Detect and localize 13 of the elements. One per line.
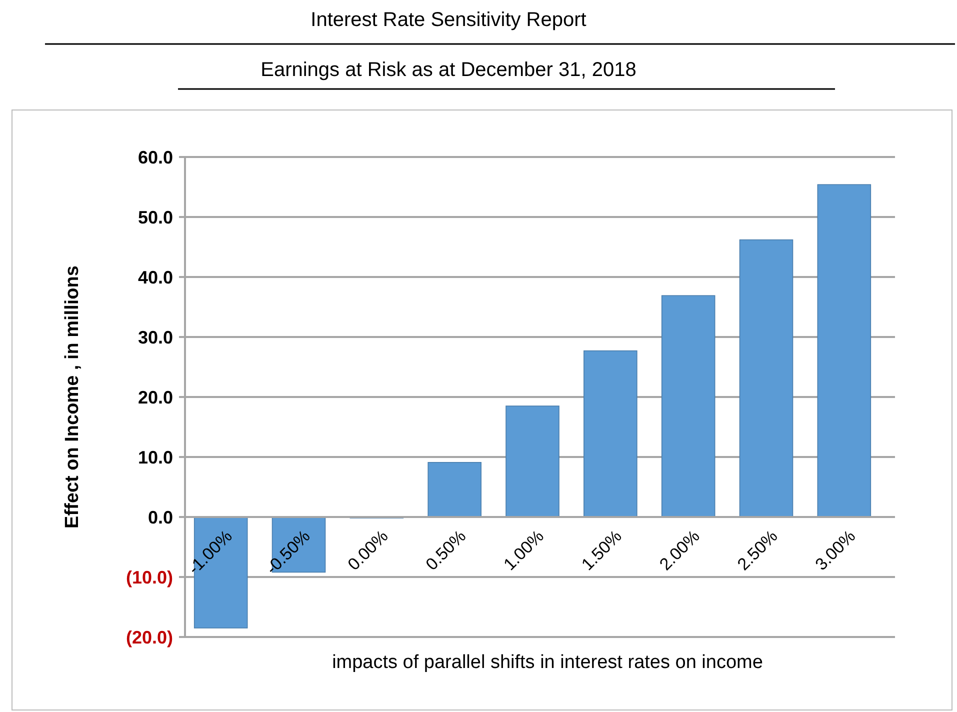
- y-tick-label: (10.0): [126, 567, 173, 588]
- x-axis-title: impacts of parallel shifts in interest rates on income: [332, 652, 763, 673]
- y-tick-label: 40.0: [138, 267, 173, 288]
- y-tick-label: 60.0: [138, 147, 173, 168]
- y-tick-label: 10.0: [138, 447, 173, 468]
- y-tick-label: 0.0: [148, 507, 173, 528]
- y-tick-label: 50.0: [138, 207, 173, 228]
- y-axis-title: Effect on Income , in millions: [62, 266, 83, 528]
- y-tick-label: (20.0): [126, 627, 173, 648]
- chart-subtitle: Earnings at Risk as at December 31, 2018: [260, 59, 636, 81]
- y-tick-label: 30.0: [138, 327, 173, 348]
- y-tick-label: 20.0: [138, 387, 173, 408]
- chart-title: Interest Rate Sensitivity Report: [310, 9, 587, 31]
